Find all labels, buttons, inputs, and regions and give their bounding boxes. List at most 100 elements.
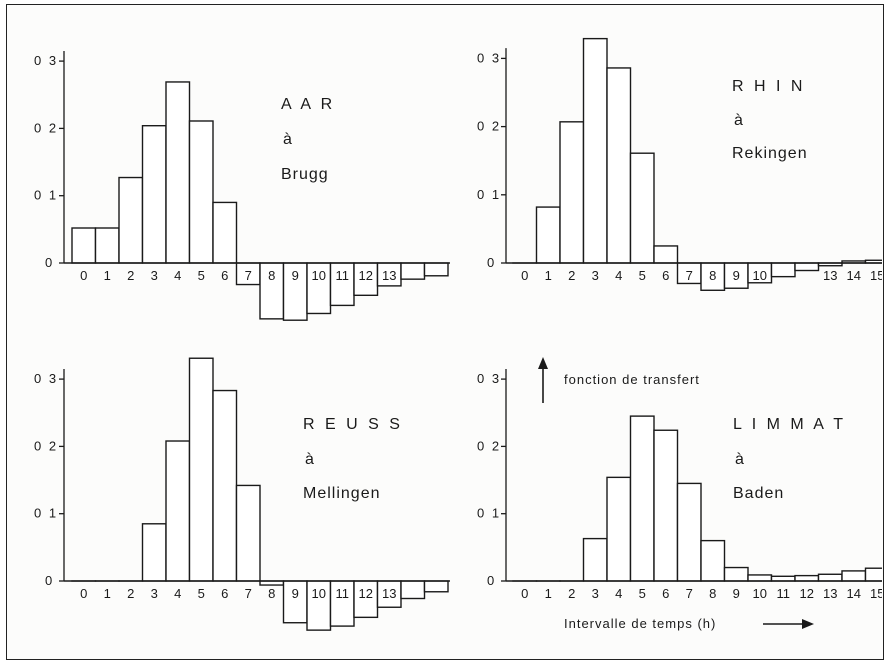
reuss-y-tick-label: 0 3	[34, 371, 58, 386]
rhin-x-tick-label: 10	[753, 268, 767, 283]
panel-reuss-sub-place: Mellingen	[303, 485, 380, 502]
reuss-x-tick-label: 6	[221, 586, 228, 601]
panel-limmat-sub-place: Baden	[733, 485, 784, 502]
y-axis-note-label: fonction de transfert	[564, 372, 700, 387]
limmat-bar	[676, 482, 702, 582]
limmat-x-tick-label: 3	[592, 586, 599, 601]
aar-bar	[141, 125, 167, 264]
limmat-x-tick-label: 2	[568, 586, 575, 601]
rhin-x-tick-label: 15	[870, 268, 882, 283]
panel-rhin-sub-a: à	[734, 112, 744, 129]
panel-reuss-sub-a: à	[305, 451, 315, 468]
reuss-x-tick-label: 13	[382, 586, 396, 601]
reuss-bar	[188, 357, 214, 582]
limmat-bar	[700, 539, 726, 582]
aar-bar	[212, 201, 238, 264]
limmat-x-tick-label: 15	[870, 586, 882, 601]
limmat-x-tick-label: 10	[753, 586, 767, 601]
up-arrow-icon	[538, 357, 548, 369]
reuss-x-tick-label: 4	[174, 586, 181, 601]
panel-reuss-title: R E U S S	[303, 416, 403, 433]
rhin-y-tick-label: 0	[487, 255, 496, 270]
reuss-x-tick-label: 10	[312, 586, 326, 601]
rhin-x-tick-label: 9	[733, 268, 740, 283]
aar-x-tick-label: 4	[174, 268, 181, 283]
panel-aar: A A R à Brugg 00 10 20 30 1 2 3 4 5 6 7 8 9 10 11 12…	[34, 51, 450, 321]
rhin-x-tick-label: 8	[709, 268, 716, 283]
limmat-bar	[723, 566, 749, 582]
reuss-x-tick-label: 1	[104, 586, 111, 601]
reuss-y-tick-label: 0	[45, 573, 54, 588]
rhin-bar	[653, 245, 679, 264]
rhin-x-tick-label: 3	[592, 268, 599, 283]
reuss-x-tick-label: 2	[127, 586, 134, 601]
panel-rhin-title: R H I N	[732, 78, 805, 95]
rhin-bar	[629, 152, 655, 264]
limmat-x-tick-label: 9	[733, 586, 740, 601]
rhin-y-tick-label: 0 3	[477, 50, 501, 65]
aar-x-tick-label: 3	[151, 268, 158, 283]
rhin-bar	[770, 262, 796, 278]
limmat-x-tick-label: 0	[521, 586, 528, 601]
reuss-bar	[212, 389, 238, 582]
y-axis-note: fonction de transfert	[538, 357, 700, 403]
limmat-bar	[582, 537, 608, 582]
rhin-bar	[794, 262, 820, 272]
limmat-bar	[653, 429, 679, 582]
reuss-x-tick-label: 12	[359, 586, 373, 601]
aar-x-tick-label: 5	[198, 268, 205, 283]
reuss-bar	[400, 580, 426, 600]
aar-x-tick-label: 1	[104, 268, 111, 283]
limmat-x-tick-label: 1	[545, 586, 552, 601]
reuss-x-tick-label: 0	[80, 586, 87, 601]
limmat-x-tick-label: 6	[662, 586, 669, 601]
panel-rhin: R H I N à Rekingen 00 10 20 30 1 2 3 4 5 6 7 8 9 1…	[477, 37, 891, 291]
limmat-x-tick-label: 5	[639, 586, 646, 601]
aar-bar	[165, 81, 191, 264]
rhin-x-tick-label: 1	[545, 268, 552, 283]
limmat-bar	[841, 570, 867, 582]
aar-y-tick-label: 0	[45, 255, 54, 270]
limmat-y-tick-label: 0	[487, 573, 496, 588]
limmat-y-tick-label: 0 3	[477, 371, 501, 386]
rhin-bar	[582, 37, 608, 264]
reuss-bar	[141, 523, 167, 582]
reuss-x-tick-label: 9	[292, 586, 299, 601]
aar-x-tick-label: 12	[359, 268, 373, 283]
limmat-bar	[629, 415, 655, 582]
aar-bar	[400, 262, 426, 280]
rhin-x-tick-label: 4	[615, 268, 622, 283]
limmat-x-tick-label: 14	[847, 586, 861, 601]
rhin-bar	[535, 206, 561, 264]
rhin-x-tick-label: 7	[686, 268, 693, 283]
limmat-x-tick-label: 11	[777, 586, 791, 601]
panel-rhin-sub-place: Rekingen	[732, 145, 808, 162]
aar-bar	[188, 120, 214, 264]
reuss-bar	[165, 440, 191, 582]
panel-limmat: L I M M A T à Baden 00 10 20 30 1 2 3 4 5 6 7 8 9…	[477, 369, 891, 601]
reuss-y-tick-label: 0 1	[34, 506, 58, 521]
panel-aar-sub-place: Brugg	[281, 166, 329, 183]
limmat-bar	[817, 573, 843, 582]
aar-y-tick-label: 0 3	[34, 53, 58, 68]
rhin-x-tick-label: 2	[568, 268, 575, 283]
aar-bar	[94, 227, 120, 264]
aar-x-tick-label: 7	[245, 268, 252, 283]
panel-limmat-title: L I M M A T	[733, 416, 846, 433]
right-arrow-icon	[802, 619, 814, 629]
x-axis-note: Intervalle de temps (h)	[564, 616, 814, 631]
reuss-x-tick-label: 8	[268, 586, 275, 601]
reuss-y-tick-label: 0 2	[34, 438, 58, 453]
limmat-bar	[770, 575, 796, 582]
rhin-x-tick-label: 0	[521, 268, 528, 283]
limmat-bar	[864, 567, 890, 582]
aar-x-tick-label: 11	[336, 268, 350, 283]
rhin-y-tick-label: 0 1	[477, 187, 501, 202]
reuss-x-tick-label: 7	[245, 586, 252, 601]
aar-x-tick-label: 10	[312, 268, 326, 283]
panel-limmat-sub-a: à	[735, 451, 745, 468]
limmat-x-tick-label: 4	[615, 586, 622, 601]
aar-bar	[118, 176, 144, 264]
aar-x-tick-label: 0	[80, 268, 87, 283]
